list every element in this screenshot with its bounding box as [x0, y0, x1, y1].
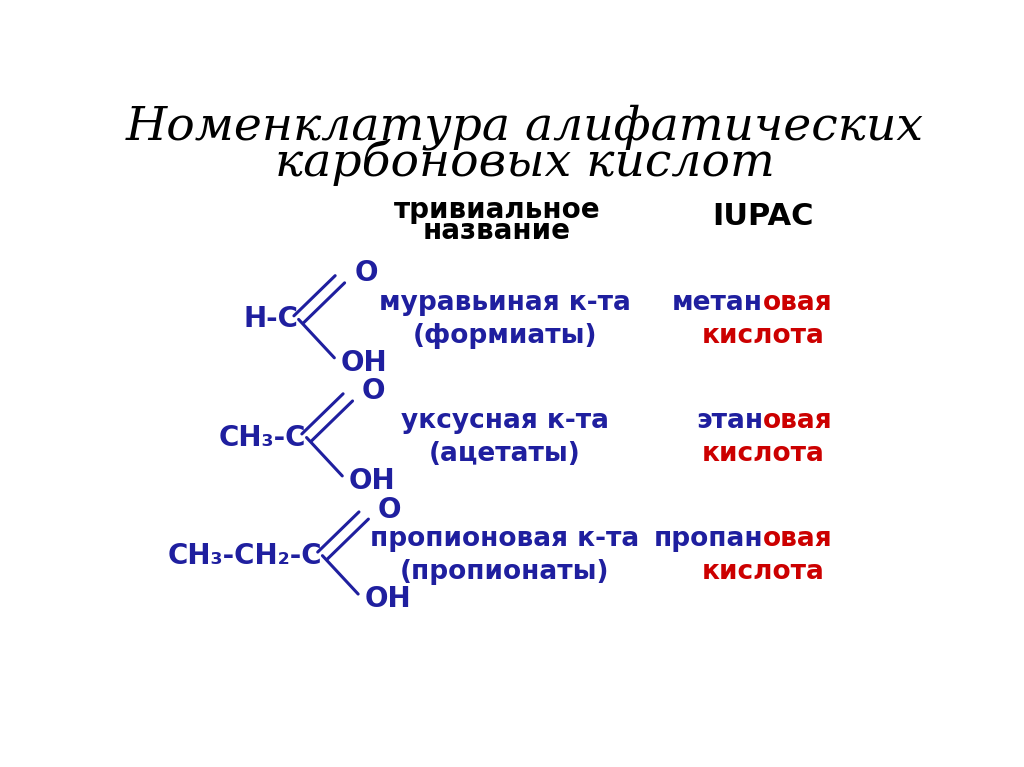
Text: (формиаты): (формиаты) — [413, 323, 597, 349]
Text: (пропионаты): (пропионаты) — [400, 559, 609, 585]
Text: муравьиная к-та: муравьиная к-та — [379, 290, 631, 316]
Text: этан: этан — [695, 408, 763, 434]
Text: OH: OH — [365, 584, 411, 613]
Text: OH: OH — [348, 466, 395, 495]
Text: карбоновых кислот: карбоновых кислот — [274, 140, 775, 186]
Text: пропионовая к-та: пропионовая к-та — [371, 526, 640, 552]
Text: IUPAC: IUPAC — [712, 202, 814, 231]
Text: тривиальное: тривиальное — [393, 196, 600, 224]
Text: CH₃-C: CH₃-C — [219, 423, 306, 452]
Text: O: O — [362, 377, 386, 406]
Text: CH₃-CH₂-C: CH₃-CH₂-C — [168, 542, 323, 570]
Text: овая: овая — [763, 408, 833, 434]
Text: Номенклатура алифатических: Номенклатура алифатических — [126, 104, 924, 150]
Text: O: O — [354, 259, 378, 288]
Text: уксусная к-та: уксусная к-та — [401, 408, 609, 434]
Text: кислота: кислота — [701, 441, 824, 467]
Text: овая: овая — [763, 526, 833, 552]
Text: кислота: кислота — [701, 323, 824, 349]
Text: название: название — [423, 217, 571, 245]
Text: O: O — [378, 495, 401, 524]
Text: OH: OH — [341, 348, 387, 377]
Text: H-C: H-C — [244, 305, 299, 334]
Text: пропан: пропан — [653, 526, 763, 552]
Text: овая: овая — [763, 290, 833, 316]
Text: (ацетаты): (ацетаты) — [429, 441, 581, 467]
Text: кислота: кислота — [701, 559, 824, 585]
Text: метан: метан — [672, 290, 763, 316]
